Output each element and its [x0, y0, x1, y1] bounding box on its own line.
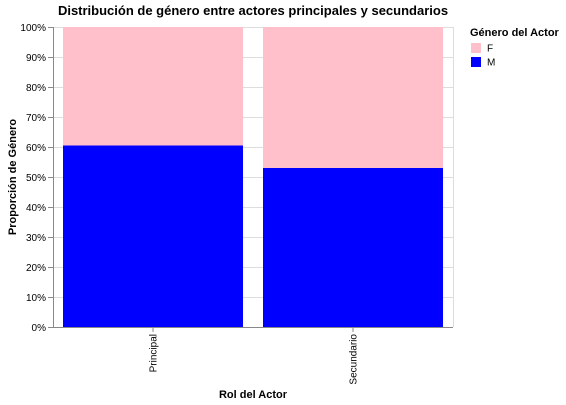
legend-title: Género del Actor	[470, 27, 560, 39]
y-axis: 0% 10% 20% 30% 40% 50% 60% 70% 80% 90% 100%	[20, 23, 54, 334]
y-tick-label: 30%	[26, 233, 46, 244]
y-tick-label: 50%	[26, 173, 46, 184]
y-tick-label: 10%	[26, 293, 46, 304]
bar-F-Secundario	[263, 27, 443, 168]
x-axis: Principal Secundario	[53, 327, 453, 385]
y-tick-label: 90%	[26, 53, 46, 64]
y-tick-label: 0%	[32, 323, 47, 334]
legend: Género del Actor FM	[470, 27, 560, 69]
legend-swatch-F	[471, 43, 481, 53]
bar-M-Secundario	[263, 168, 443, 327]
y-tick-label: 100%	[20, 23, 46, 34]
y-tick-label: 20%	[26, 263, 46, 274]
y-tick-label: 60%	[26, 143, 46, 154]
x-axis-title: Rol del Actor	[219, 389, 288, 401]
bar-F-Principal	[63, 27, 243, 146]
y-axis-title: Proporción de Género	[7, 119, 19, 235]
bars	[63, 27, 443, 327]
legend-label-M: M	[487, 58, 495, 69]
x-tick-label: Principal	[149, 334, 160, 372]
x-tick-label: Secundario	[349, 334, 360, 385]
y-tick-label: 70%	[26, 113, 46, 124]
legend-swatch-M	[471, 57, 481, 67]
y-tick-label: 80%	[26, 83, 46, 94]
chart-title: Distribución de género entre actores pri…	[58, 3, 448, 18]
y-tick-label: 40%	[26, 203, 46, 214]
legend-label-F: F	[487, 44, 493, 55]
bar-M-Principal	[63, 145, 243, 327]
